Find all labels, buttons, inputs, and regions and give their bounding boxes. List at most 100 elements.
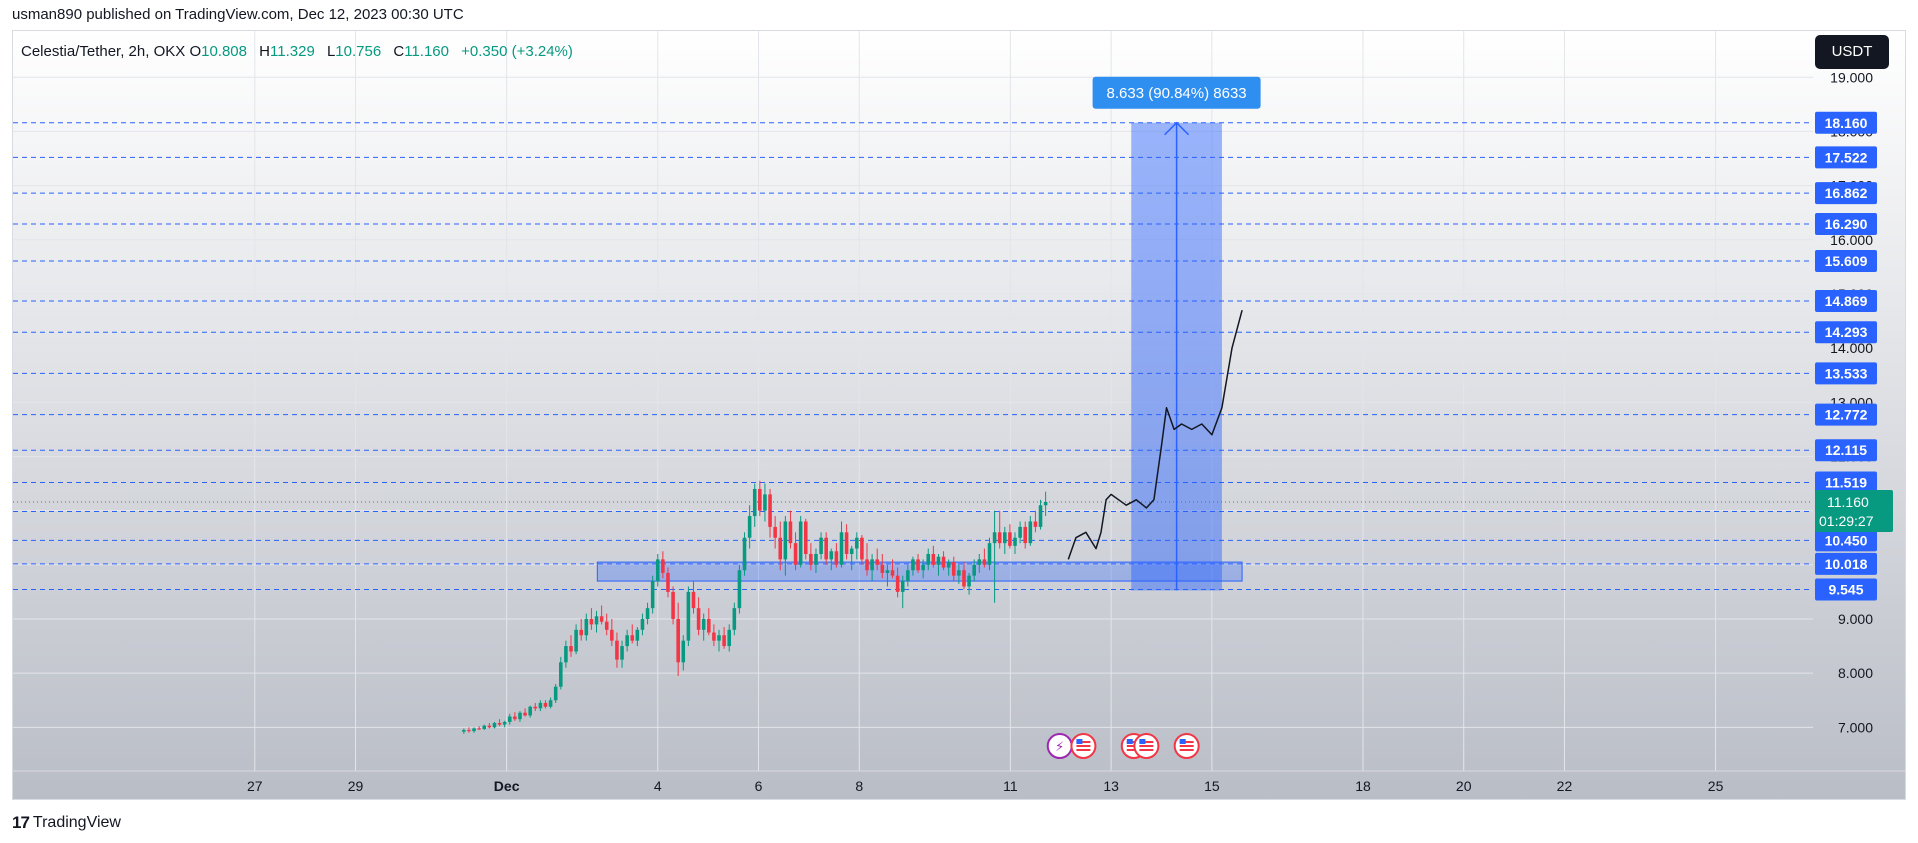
- candle-body: [1038, 505, 1043, 527]
- candle-body: [712, 632, 716, 641]
- candle-body: [742, 537, 747, 571]
- time-axis-tick: 20: [1456, 778, 1472, 794]
- level-label: 18.160: [1825, 115, 1868, 131]
- level-label: 16.290: [1825, 216, 1868, 232]
- candle-body: [650, 581, 655, 609]
- candle-body: [671, 591, 675, 619]
- projection-path[interactable]: [1067, 310, 1243, 560]
- level-label: 12.115: [1825, 442, 1867, 458]
- time-axis-tick: 8: [855, 778, 863, 794]
- candle-body: [839, 532, 844, 565]
- candle-body: [758, 488, 762, 511]
- level-label: 12.772: [1825, 407, 1868, 423]
- candle-body: [1028, 521, 1033, 544]
- open-label: O: [189, 43, 202, 60]
- candle-body: [931, 553, 936, 565]
- candle-body: [604, 621, 609, 630]
- time-axis-tick: 22: [1557, 778, 1573, 794]
- change-value: +0.350 (+3.24%): [461, 43, 573, 60]
- candle-body: [788, 521, 793, 544]
- level-label-box: [1815, 182, 1877, 205]
- low-value: 10.756: [335, 43, 382, 60]
- candle-body: [589, 618, 594, 625]
- candle-body: [814, 553, 818, 565]
- candle-body: [497, 722, 502, 725]
- candle-body: [467, 730, 471, 732]
- chart-area[interactable]: 8.633 (90.84%) 8633⚡7.0008.0009.00010.00…: [12, 30, 1906, 800]
- candle-body: [686, 591, 691, 641]
- candle-body: [472, 728, 476, 732]
- level-label-box: [1815, 362, 1877, 385]
- publisher-line: usman890 published on TradingView.com, D…: [12, 6, 464, 23]
- candle-body: [594, 616, 599, 625]
- level-label: 14.869: [1825, 293, 1868, 309]
- candle-body: [635, 629, 640, 641]
- tradingview-logo-icon: 17: [12, 813, 30, 832]
- candle-body: [630, 635, 635, 641]
- close-label: C: [393, 43, 405, 60]
- candle-body: [492, 722, 497, 728]
- candle-body: [732, 608, 737, 630]
- level-label: 16.862: [1825, 185, 1868, 201]
- candle-body: [1018, 526, 1022, 538]
- candle-body: [513, 716, 517, 720]
- candle-body: [763, 494, 767, 511]
- candle-body: [518, 712, 522, 720]
- candle-body: [875, 559, 880, 565]
- level-label-box: [1815, 321, 1877, 344]
- high-label: H: [259, 43, 271, 60]
- candle-body: [655, 559, 660, 582]
- candle-body: [701, 618, 706, 630]
- candle-body: [477, 728, 481, 730]
- candle-body: [880, 564, 885, 573]
- candle-body: [1043, 501, 1048, 506]
- price-axis-tick: 16.000: [1830, 232, 1873, 248]
- level-label-box: [1815, 213, 1877, 236]
- candle-body: [747, 516, 752, 538]
- candle-body: [584, 618, 589, 636]
- candle-body: [916, 559, 920, 571]
- currency-button[interactable]: USDT: [1815, 35, 1889, 69]
- candle-body: [615, 640, 619, 660]
- level-label-box: [1815, 439, 1877, 462]
- level-label-box: [1815, 552, 1877, 575]
- level-label-box: [1815, 403, 1877, 426]
- candle-body: [977, 559, 982, 565]
- time-axis-tick: 11: [1003, 778, 1018, 794]
- time-axis-tick: 29: [348, 778, 364, 794]
- candle-body: [865, 559, 869, 571]
- candle-body: [962, 570, 966, 587]
- price-axis-tick: 19.000: [1830, 69, 1873, 85]
- close-value: 11.160: [404, 43, 449, 60]
- candle-body: [819, 537, 823, 554]
- candle-body: [528, 706, 532, 716]
- candle-body: [482, 725, 487, 729]
- level-label: 15.609: [1825, 253, 1868, 269]
- candle-body: [885, 570, 890, 573]
- candle-body: [661, 559, 665, 573]
- level-label: 10.450: [1825, 532, 1868, 548]
- level-label-box: [1815, 146, 1877, 169]
- candle-body: [972, 564, 976, 576]
- candle-body: [911, 559, 915, 571]
- tradingview-logo[interactable]: 17 TradingView: [12, 813, 121, 833]
- candle-body: [987, 543, 992, 565]
- candle-body: [803, 521, 808, 554]
- measure-label: 8.633 (90.84%) 8633: [1107, 85, 1247, 102]
- time-axis-tick: 6: [755, 778, 763, 794]
- candle-body: [982, 559, 987, 565]
- candle-body: [707, 618, 711, 633]
- price-chart-svg[interactable]: 8.633 (90.84%) 8633⚡7.0008.0009.00010.00…: [13, 31, 1906, 800]
- candle-body: [793, 543, 798, 565]
- candle-body: [829, 551, 834, 560]
- candle-body: [957, 570, 961, 576]
- candle-body: [798, 521, 803, 565]
- candle-body: [921, 564, 925, 571]
- candle-body: [834, 551, 839, 565]
- candle-body: [666, 572, 670, 592]
- candle-body: [773, 526, 777, 538]
- candle-body: [523, 712, 527, 716]
- candle-body: [507, 716, 512, 722]
- candle-body: [849, 548, 854, 554]
- price-axis-tick: 9.000: [1838, 611, 1873, 627]
